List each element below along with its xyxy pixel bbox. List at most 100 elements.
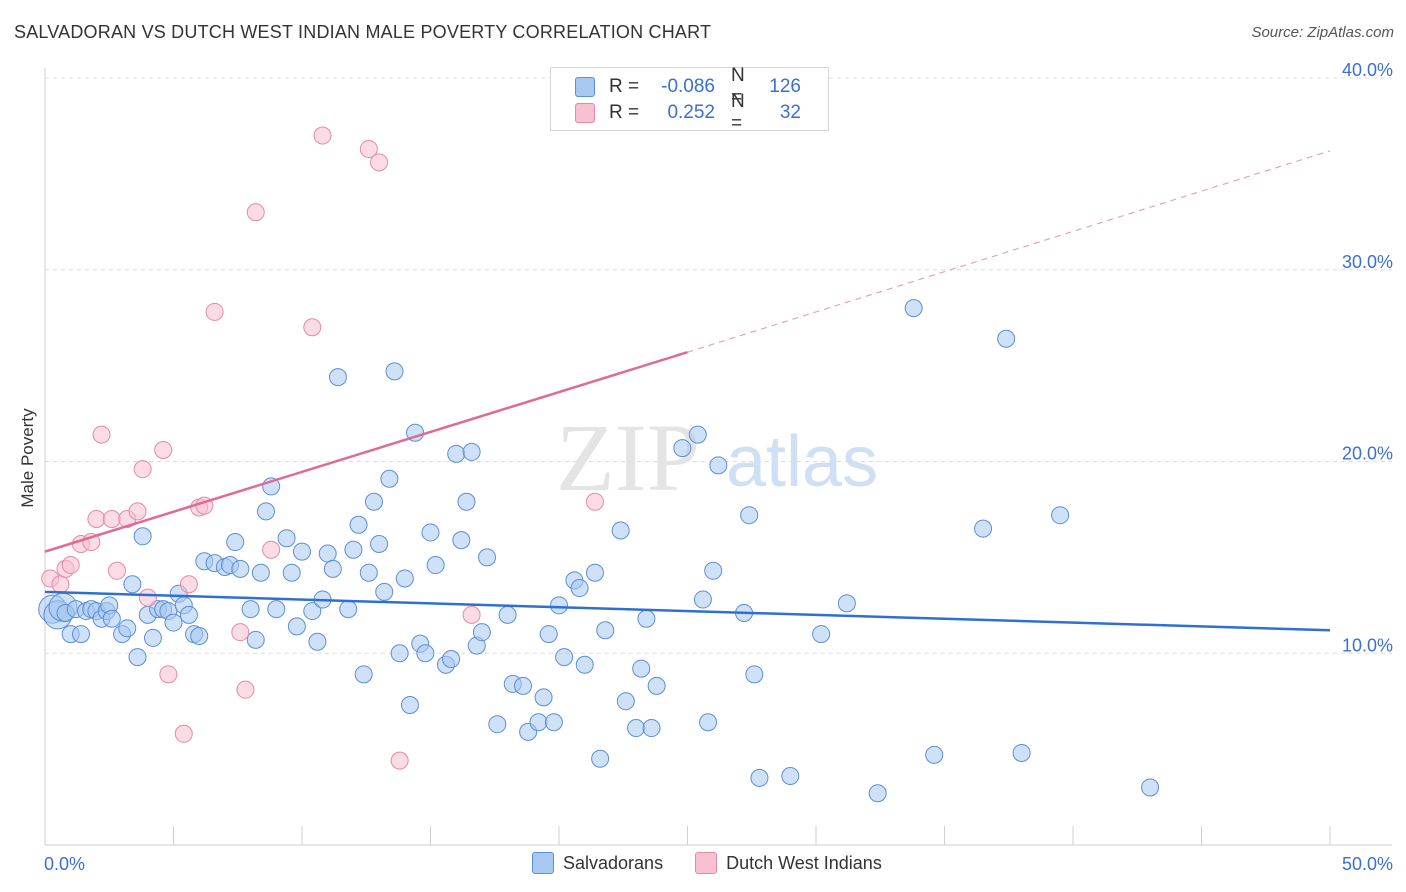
data-point-dutch-west-indians	[179, 575, 198, 594]
data-point-salvadorans	[452, 531, 471, 550]
chart-title: SALVADORAN VS DUTCH WEST INDIAN MALE POV…	[14, 22, 712, 42]
legend-row-salvadorans: R = -0.086 N = 126	[575, 65, 801, 108]
data-point-dutch-west-indians	[205, 302, 224, 321]
legend-swatch-dutch-west-indians	[695, 852, 718, 874]
data-point-salvadorans	[596, 621, 615, 640]
data-point-salvadorans	[359, 563, 378, 582]
data-point-salvadorans	[318, 544, 337, 563]
y-tick-label: 30.0%	[1342, 252, 1393, 272]
data-point-salvadorans	[591, 749, 610, 768]
data-point-salvadorans	[354, 665, 373, 684]
data-point-salvadorans	[781, 766, 800, 785]
data-point-salvadorans	[251, 563, 270, 582]
data-point-dutch-west-indians	[133, 460, 152, 479]
data-point-dutch-west-indians	[359, 139, 378, 158]
legend-item-dutch-west-indians[interactable]: Dutch West Indians	[695, 852, 882, 874]
tick-labels: 10.0% 20.0% 30.0% 40.0% 0.0% 50.0%	[44, 60, 1393, 874]
legend-n-value: 32	[779, 102, 801, 123]
data-point-dutch-west-indians	[585, 492, 604, 511]
data-point-salvadorans	[308, 632, 327, 651]
data-point-salvadorans	[647, 676, 666, 695]
data-point-salvadorans	[539, 625, 558, 644]
data-point-dutch-west-indians	[246, 203, 265, 222]
data-point-salvadorans	[344, 540, 363, 559]
data-point-salvadorans	[632, 659, 651, 678]
data-point-salvadorans	[868, 784, 887, 803]
data-point-salvadorans	[925, 745, 944, 764]
data-point-salvadorans	[282, 563, 301, 582]
data-point-dutch-west-indians	[128, 502, 147, 521]
data-point-salvadorans	[693, 590, 712, 609]
legend-item-salvadorans[interactable]: Salvadorans	[532, 852, 663, 874]
data-point-salvadorans	[745, 665, 764, 684]
x-tick-label: 50.0%	[1342, 854, 1393, 874]
axes	[44, 68, 1392, 846]
data-point-dutch-west-indians	[107, 561, 126, 580]
data-point-salvadorans	[457, 492, 476, 511]
data-point-salvadorans	[904, 299, 923, 318]
data-point-salvadorans	[143, 628, 162, 647]
data-point-dutch-west-indians	[313, 126, 332, 145]
data-point-salvadorans	[550, 596, 568, 615]
legend-label-dutch-west-indians: Dutch West Indians	[726, 852, 882, 873]
data-point-salvadorans	[699, 713, 718, 732]
data-point-salvadorans	[241, 600, 260, 619]
legend-r-value: 0.252	[667, 102, 715, 123]
data-point-salvadorans	[740, 506, 759, 525]
grid-lines	[45, 77, 1392, 654]
data-point-salvadorans	[323, 559, 342, 578]
data-point-salvadorans	[226, 533, 245, 552]
y-tick-label: 20.0%	[1342, 444, 1393, 464]
data-point-salvadorans	[133, 527, 152, 546]
trend-line-salvadorans	[44, 590, 1331, 632]
data-point-salvadorans	[339, 600, 358, 619]
data-point-salvadorans	[709, 456, 728, 475]
salvadorans-points	[38, 299, 1160, 803]
data-point-salvadorans	[997, 329, 1016, 348]
data-point-salvadorans	[478, 548, 497, 567]
data-point-dutch-west-indians	[61, 556, 80, 575]
data-point-salvadorans	[385, 362, 404, 381]
data-point-salvadorans	[627, 719, 646, 738]
data-point-salvadorans	[442, 650, 461, 669]
data-point-salvadorans	[555, 648, 574, 667]
data-point-dutch-west-indians	[303, 318, 322, 337]
data-point-dutch-west-indians	[87, 510, 106, 529]
source-label: Source: ZipAtlas.com	[1251, 24, 1394, 41]
legend-label-salvadorans: Salvadorans	[563, 852, 664, 873]
data-point-salvadorans	[231, 559, 250, 578]
data-point-salvadorans	[293, 542, 311, 561]
data-point-salvadorans	[164, 613, 183, 632]
legend-n-label: N =	[731, 65, 745, 108]
data-point-salvadorans	[303, 602, 322, 621]
series-legend: Salvadorans Dutch West Indians	[532, 852, 914, 874]
data-point-salvadorans	[529, 713, 548, 732]
data-point-salvadorans	[267, 600, 286, 619]
data-point-salvadorans	[514, 676, 533, 695]
data-point-salvadorans	[750, 768, 769, 787]
data-point-salvadorans	[575, 655, 594, 674]
data-point-salvadorans	[447, 444, 466, 463]
data-point-salvadorans	[688, 425, 707, 444]
data-point-salvadorans	[287, 617, 306, 636]
data-point-salvadorans	[416, 644, 435, 663]
trend-line-dutch-west-indians	[44, 351, 688, 553]
data-point-salvadorans	[472, 623, 491, 642]
legend-r-label: R =	[609, 76, 640, 97]
watermark: ZIP atlas	[556, 404, 878, 511]
data-point-salvadorans	[364, 492, 383, 511]
data-point-dutch-west-indians	[462, 605, 481, 624]
data-point-salvadorans	[462, 442, 481, 461]
data-point-salvadorans	[585, 563, 604, 582]
y-tick-label: 40.0%	[1342, 60, 1393, 80]
watermark-zip: ZIP	[556, 404, 700, 511]
data-point-dutch-west-indians	[236, 680, 255, 699]
data-point-salvadorans	[118, 619, 137, 638]
correlation-legend: R = -0.086 N = 126 R = 0.252 N = 32	[550, 65, 829, 134]
legend-n-label: N =	[731, 91, 745, 134]
data-point-salvadorans	[257, 502, 276, 521]
data-point-salvadorans	[1051, 506, 1070, 525]
data-point-salvadorans	[544, 713, 563, 732]
data-point-salvadorans	[190, 626, 209, 645]
